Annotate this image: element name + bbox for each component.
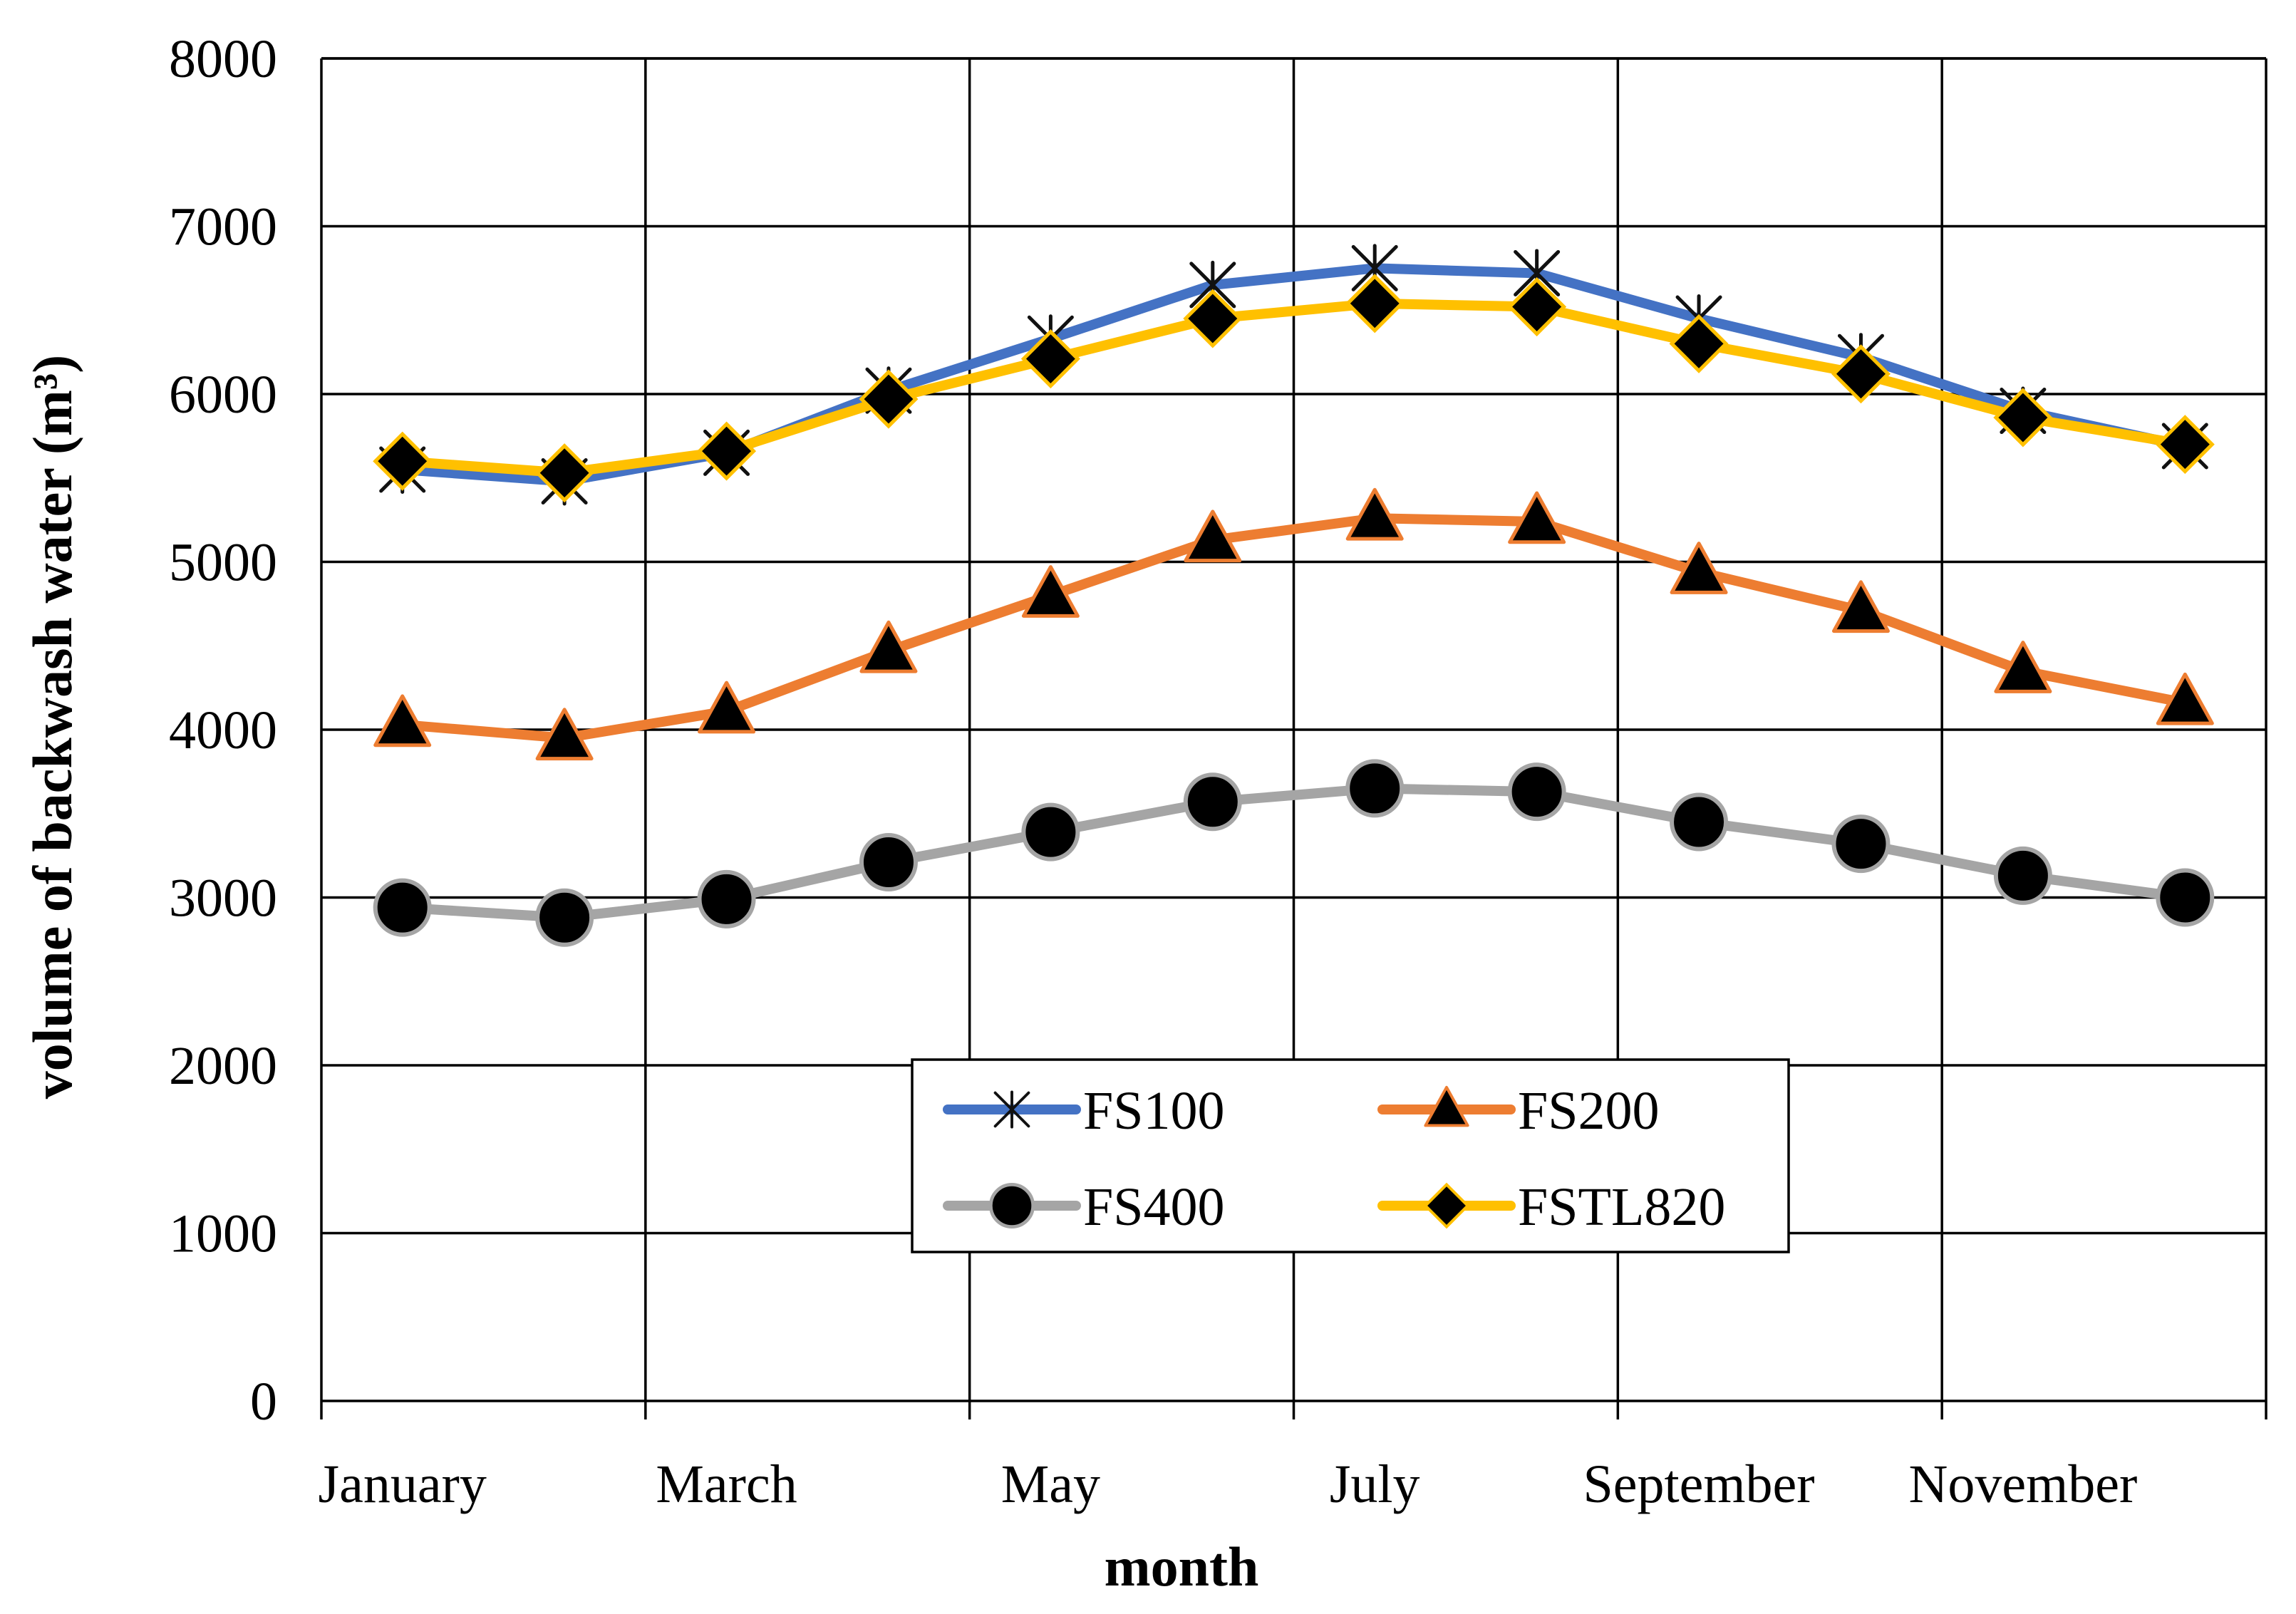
data-point-fs400-may [1021,802,1080,862]
data-point-fs200-september [1670,542,1728,594]
x-tick-label-july: July [1330,1454,1420,1514]
data-point-fstl820-february [534,443,594,503]
y-tick-label-1000: 1000 [169,1204,277,1264]
data-point-fs400-april [859,833,918,892]
x-tick-label-may: May [1001,1454,1100,1514]
data-point-fs200-may [1021,565,1080,618]
data-point-fs200-december [2156,672,2214,725]
data-point-fs200-november [1994,641,2052,693]
data-point-fstl820-may [1020,329,1080,389]
legend-label-fstl820: FSTL820 [1518,1177,1725,1237]
data-point-fstl820-december [2155,415,2215,475]
legend-entry-fs200: FS200 [1377,1081,1660,1141]
data-point-fs400-december [2156,868,2215,927]
legend-label-fs100: FS100 [1083,1081,1225,1141]
legend-label-fs200: FS200 [1518,1081,1660,1141]
data-point-fs200-march [698,681,756,734]
data-point-fs200-april [859,620,918,673]
data-point-fs200-january [373,694,432,747]
x-tick-label-november: November [1908,1454,2137,1514]
legend-entry-fs400: FS400 [943,1177,1225,1237]
legend-marker-fstl820 [1423,1182,1470,1229]
data-point-fstl820-july [1345,274,1405,333]
y-tick-label-8000: 8000 [169,29,277,89]
data-point-fs400-february [535,888,594,947]
axes: 0 1000 2000 3000 4000 5000 6000 7000 8000 January… [169,29,2267,1514]
y-tick-label-0: 0 [250,1372,277,1432]
data-point-fs400-october [1831,814,1891,874]
axis-labels: month volume of backwash water (m³) [21,355,1258,1598]
data-point-fs400-march [697,869,756,928]
data-point-fs200-october [1831,580,1890,633]
data-point-fstl820-september [1669,314,1729,373]
data-point-fs200-july [1345,487,1404,541]
data-point-fstl820-march [697,421,757,481]
x-tick-label-january: January [319,1454,487,1514]
data-point-fstl820-august [1507,277,1567,337]
y-tick-label-5000: 5000 [169,533,277,593]
series-group [373,244,2215,947]
x-axis-title: month [1105,1536,1259,1598]
data-point-fstl820-june [1183,289,1243,348]
y-tick-label-7000: 7000 [169,197,277,257]
series-line-fstl820 [397,298,2191,478]
y-tick-label-3000: 3000 [169,869,277,928]
grid [320,57,2267,1401]
series-line-fs200 [397,513,2191,743]
data-point-fs200-february [535,708,594,761]
data-point-fstl820-january [373,431,433,491]
legend-box [911,1058,1790,1253]
y-tick-label-4000: 4000 [169,700,277,760]
x-tick-label-march: March [656,1454,797,1514]
data-point-fstl820-april [859,369,919,429]
legend-label-fs400: FS400 [1083,1177,1225,1237]
data-point-fstl820-november [1993,388,2053,448]
series-fs200 [373,487,2214,761]
series-fstl820 [373,274,2215,503]
y-axis-title: volume of backwash water (m³) [21,355,83,1100]
series-fs400 [373,759,2215,947]
x-tick-label-september: September [1583,1454,1815,1514]
y-tick-label-2000: 2000 [169,1036,277,1096]
data-point-fs400-january [373,878,432,937]
legend-marker-fs100 [993,1090,1030,1129]
legend: FS100 FS200 FS400 FSTL820 [911,1058,1790,1253]
legend-entry-fs100: FS100 [943,1081,1225,1141]
data-point-fstl820-october [1831,344,1891,404]
data-point-fs400-september [1670,792,1729,852]
data-point-fs400-august [1507,762,1566,822]
data-point-fs400-june [1183,772,1242,832]
legend-marker-fs200 [1424,1085,1469,1127]
y-tick-label-6000: 6000 [169,365,277,425]
data-point-fs200-june [1184,509,1242,563]
data-point-fs200-august [1508,491,1566,544]
data-point-fs400-july [1345,759,1405,818]
legend-entry-fstl820: FSTL820 [1377,1177,1725,1237]
data-point-fs400-november [1993,846,2052,905]
legend-marker-fs400 [989,1183,1035,1228]
